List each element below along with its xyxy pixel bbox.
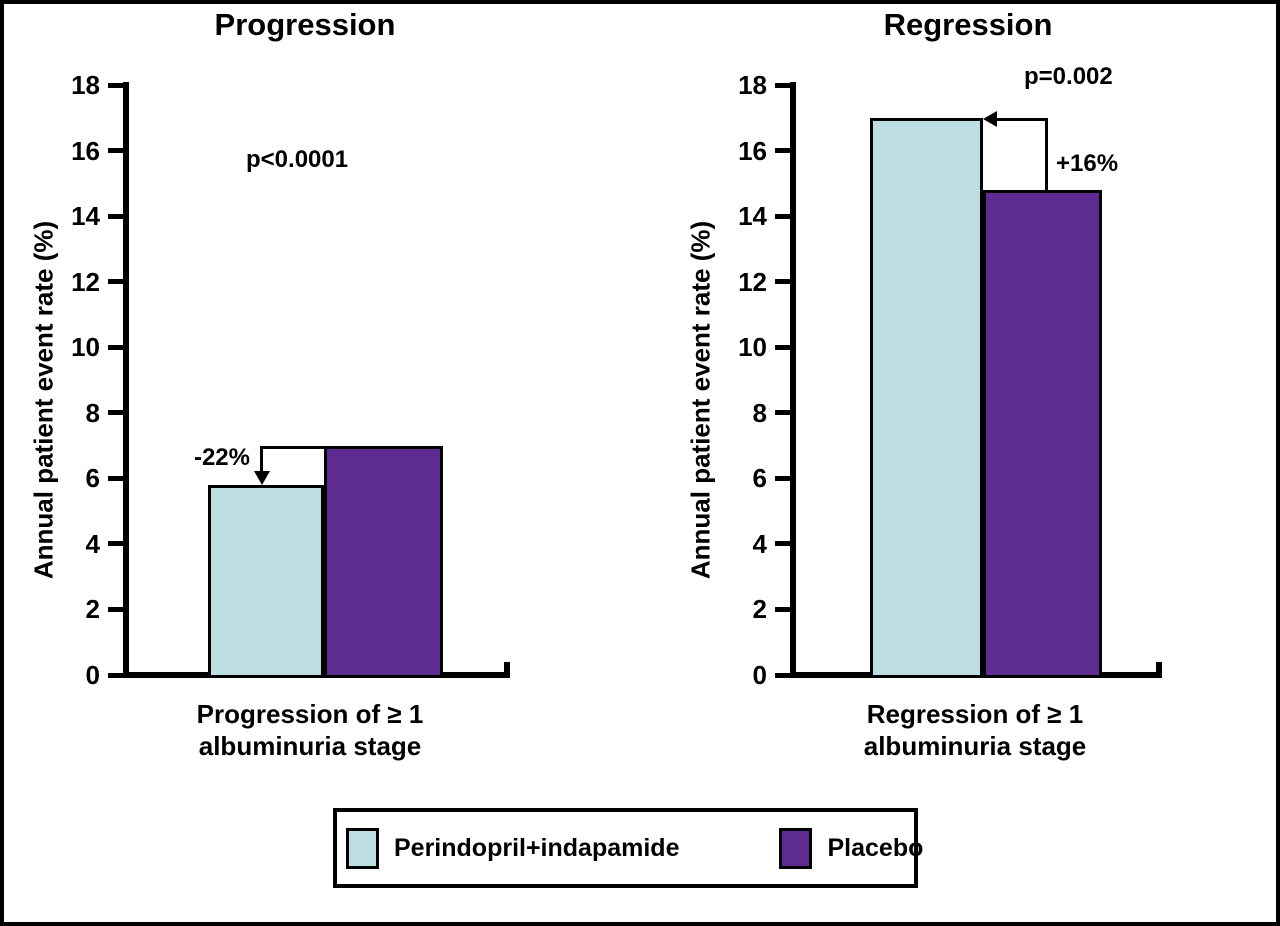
x-axis-label-line2: albuminuria stage bbox=[198, 731, 422, 761]
x-axis-end-tick bbox=[504, 662, 510, 678]
comparison-arrow-horizontal bbox=[997, 118, 1047, 121]
y-axis-tick-label: 18 bbox=[738, 70, 767, 100]
x-axis-label-line2: albuminuria stage bbox=[863, 731, 1087, 761]
y-axis-tick-label: 2 bbox=[752, 594, 767, 624]
comparison-arrow-vertical bbox=[260, 449, 263, 472]
bar-placebo bbox=[324, 446, 443, 678]
y-axis-tick bbox=[775, 541, 790, 546]
y-axis-tick bbox=[108, 541, 123, 546]
difference-label-regression: +16% bbox=[1056, 150, 1119, 177]
y-axis-tick bbox=[108, 410, 123, 415]
y-axis-tick bbox=[775, 607, 790, 612]
y-axis-tick-label: 4 bbox=[85, 529, 100, 559]
y-axis-tick bbox=[775, 673, 790, 678]
y-axis-tick-label: 10 bbox=[71, 332, 100, 362]
y-axis-tick bbox=[775, 214, 790, 219]
y-axis-tick-label: 4 bbox=[752, 529, 767, 559]
comparison-arrow-horizontal bbox=[260, 446, 327, 449]
x-axis-label-regression: Regression of ≥ 1 albuminuria stage bbox=[790, 698, 1160, 762]
y-axis-tick bbox=[108, 83, 123, 88]
y-axis-tick-label: 0 bbox=[85, 660, 100, 690]
y-axis-line bbox=[123, 82, 129, 678]
p-value-label-progression: p<0.0001 bbox=[246, 146, 349, 173]
x-axis-end-tick bbox=[1156, 662, 1162, 678]
y-axis-tick-label: 8 bbox=[85, 398, 100, 428]
chart-title-regression: Regression bbox=[883, 7, 1053, 42]
legend-swatch-perindopril bbox=[346, 827, 379, 869]
y-axis-tick bbox=[775, 83, 790, 88]
y-axis-tick bbox=[108, 214, 123, 219]
bar-perindopril-indapamide bbox=[870, 118, 983, 678]
y-axis-tick-label: 12 bbox=[71, 267, 100, 297]
y-axis-line bbox=[790, 82, 796, 678]
y-axis-tick-label: 16 bbox=[738, 136, 767, 166]
chart-title-progression: Progression bbox=[214, 7, 396, 42]
legend-item-perindopril: Perindopril+indapamide bbox=[346, 827, 680, 869]
y-axis-tick-label: 16 bbox=[71, 136, 100, 166]
y-axis-tick bbox=[775, 148, 790, 153]
y-axis-tick bbox=[108, 148, 123, 153]
x-axis-label-line1: Progression of ≥ 1 bbox=[196, 699, 424, 729]
y-axis-tick bbox=[108, 607, 123, 612]
legend-label-placebo: Placebo bbox=[827, 833, 924, 862]
bar-placebo bbox=[983, 190, 1102, 678]
x-axis-label-progression: Progression of ≥ 1 albuminuria stage bbox=[125, 698, 495, 762]
y-axis-tick-label: 6 bbox=[85, 463, 100, 493]
y-axis-tick bbox=[775, 410, 790, 415]
y-axis-tick bbox=[108, 476, 123, 481]
comparison-arrow-vertical bbox=[1045, 118, 1048, 193]
comparison-arrowhead bbox=[254, 471, 270, 485]
y-axis-tick-label: 18 bbox=[71, 70, 100, 100]
y-axis-tick bbox=[775, 279, 790, 284]
legend-label-perindopril: Perindopril+indapamide bbox=[394, 833, 680, 862]
y-axis-tick-label: 14 bbox=[71, 201, 100, 231]
p-value-label-regression: p=0.002 bbox=[1024, 63, 1113, 90]
bar-perindopril-indapamide bbox=[208, 485, 324, 678]
y-axis-tick-label: 6 bbox=[752, 463, 767, 493]
y-axis-tick bbox=[108, 345, 123, 350]
y-axis-tick bbox=[775, 476, 790, 481]
legend-item-placebo: Placebo bbox=[779, 827, 924, 869]
difference-label-progression: -22% bbox=[193, 444, 250, 471]
y-axis-tick-label: 14 bbox=[738, 201, 767, 231]
y-axis-tick-label: 0 bbox=[752, 660, 767, 690]
y-axis-tick-label: 10 bbox=[738, 332, 767, 362]
legend: Perindopril+indapamide Placebo bbox=[333, 808, 923, 888]
y-axis-tick-label: 2 bbox=[85, 594, 100, 624]
comparison-arrowhead bbox=[983, 111, 997, 127]
y-axis-tick bbox=[108, 279, 123, 284]
x-axis-label-line1: Regression of ≥ 1 bbox=[866, 699, 1084, 729]
y-axis-tick bbox=[108, 673, 123, 678]
legend-swatch-placebo bbox=[779, 827, 813, 869]
y-axis-tick bbox=[775, 345, 790, 350]
y-axis-tick-label: 8 bbox=[752, 398, 767, 428]
y-axis-tick-label: 12 bbox=[738, 267, 767, 297]
